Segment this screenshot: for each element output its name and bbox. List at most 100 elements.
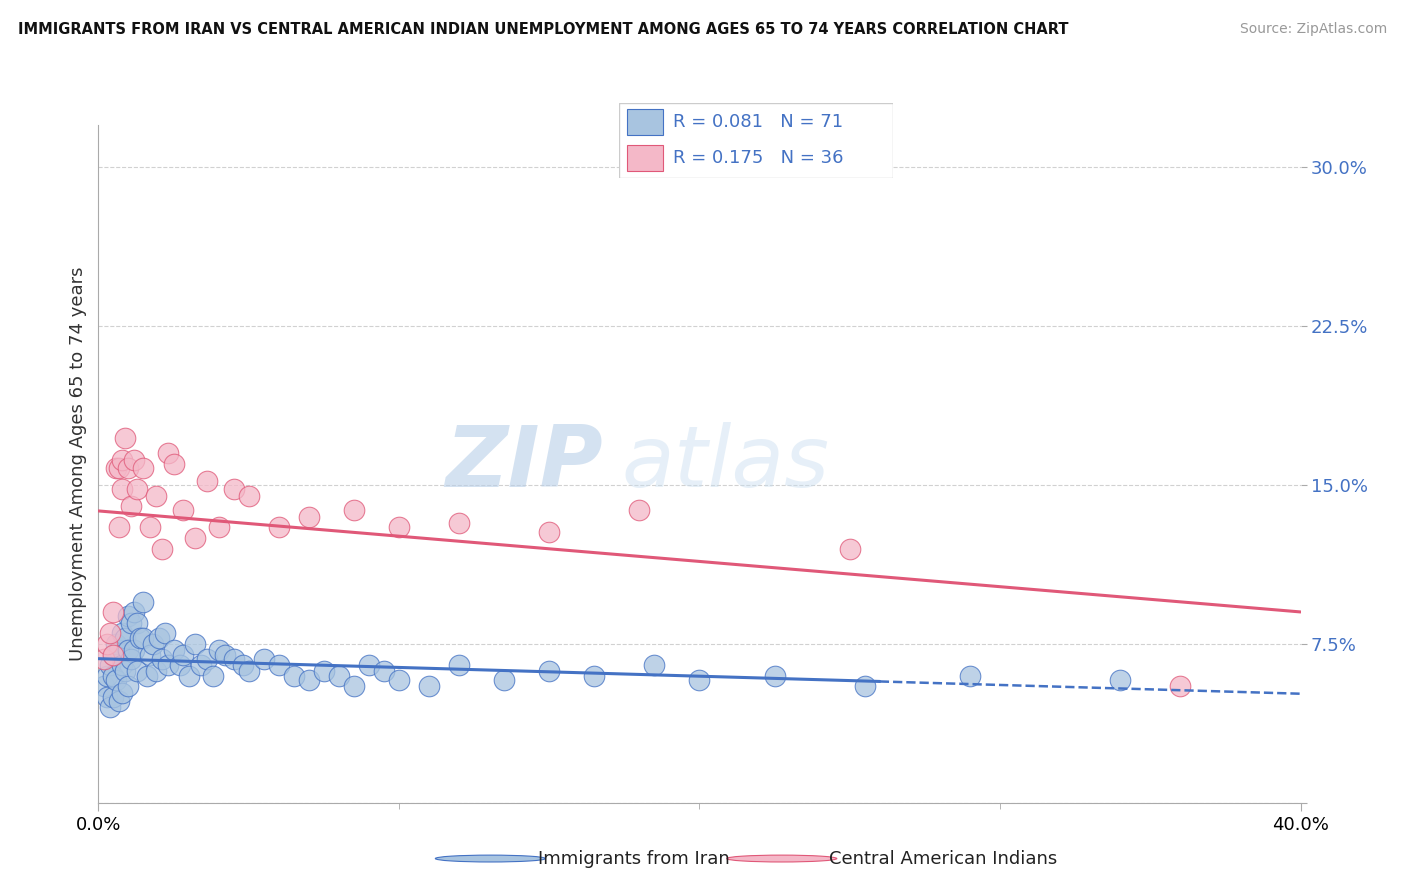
- Text: Central American Indians: Central American Indians: [830, 849, 1057, 868]
- Point: [267, 658, 290, 673]
- Point: [145, 665, 167, 679]
- Y-axis label: Unemployment Among Ages 65 to 74 years: Unemployment Among Ages 65 to 74 years: [69, 267, 87, 661]
- Point: [388, 673, 411, 687]
- Point: [208, 643, 231, 657]
- Point: [111, 626, 134, 640]
- Point: [96, 690, 118, 704]
- Point: [138, 520, 160, 534]
- Point: [148, 631, 170, 645]
- Point: [96, 637, 118, 651]
- Text: Source: ZipAtlas.com: Source: ZipAtlas.com: [1240, 22, 1388, 37]
- Point: [195, 474, 218, 488]
- Point: [538, 524, 561, 539]
- Point: [100, 700, 122, 714]
- Text: R = 0.081   N = 71: R = 0.081 N = 71: [673, 113, 844, 131]
- Point: [172, 648, 194, 662]
- Point: [100, 626, 122, 640]
- Point: [132, 461, 155, 475]
- Point: [628, 503, 651, 517]
- Point: [357, 658, 380, 673]
- Point: [121, 651, 143, 665]
- Point: [124, 643, 146, 657]
- Point: [150, 651, 173, 665]
- Point: [135, 669, 157, 683]
- Point: [214, 648, 236, 662]
- Point: [108, 643, 131, 657]
- Text: IMMIGRANTS FROM IRAN VS CENTRAL AMERICAN INDIAN UNEMPLOYMENT AMONG AGES 65 TO 74: IMMIGRANTS FROM IRAN VS CENTRAL AMERICAN…: [18, 22, 1069, 37]
- Point: [853, 679, 876, 693]
- Point: [838, 541, 860, 556]
- Point: [117, 609, 139, 624]
- Text: R = 0.175   N = 36: R = 0.175 N = 36: [673, 149, 844, 167]
- Point: [343, 503, 366, 517]
- Point: [108, 520, 131, 534]
- Point: [127, 665, 149, 679]
- Point: [127, 615, 149, 630]
- Point: [169, 658, 191, 673]
- Point: [959, 669, 981, 683]
- Point: [418, 679, 440, 693]
- Point: [177, 669, 200, 683]
- Point: [447, 516, 470, 530]
- Point: [111, 658, 134, 673]
- Point: [153, 626, 176, 640]
- Point: [132, 594, 155, 608]
- Point: [114, 631, 136, 645]
- Point: [108, 461, 131, 475]
- Point: [129, 631, 152, 645]
- Point: [114, 665, 136, 679]
- Point: [494, 673, 516, 687]
- Point: [105, 637, 128, 651]
- Point: [103, 605, 125, 619]
- FancyBboxPatch shape: [627, 110, 662, 136]
- Text: Immigrants from Iran: Immigrants from Iran: [537, 849, 730, 868]
- Point: [222, 651, 245, 665]
- Point: [96, 669, 118, 683]
- Point: [156, 658, 179, 673]
- Point: [111, 482, 134, 496]
- Point: [447, 658, 470, 673]
- Point: [103, 669, 125, 683]
- Point: [343, 679, 366, 693]
- Point: [93, 679, 115, 693]
- Point: [138, 648, 160, 662]
- Point: [195, 651, 218, 665]
- Point: [267, 520, 290, 534]
- Point: [298, 509, 321, 524]
- Point: [238, 489, 260, 503]
- Point: [127, 482, 149, 496]
- Point: [93, 651, 115, 665]
- Point: [141, 637, 163, 651]
- Point: [117, 461, 139, 475]
- Point: [103, 648, 125, 662]
- Point: [103, 690, 125, 704]
- Point: [232, 658, 254, 673]
- Point: [108, 694, 131, 708]
- FancyBboxPatch shape: [619, 103, 893, 178]
- Point: [1170, 679, 1192, 693]
- FancyBboxPatch shape: [627, 145, 662, 171]
- Point: [312, 665, 335, 679]
- Point: [283, 669, 305, 683]
- Circle shape: [436, 855, 546, 862]
- Point: [583, 669, 606, 683]
- Point: [100, 658, 122, 673]
- Point: [763, 669, 786, 683]
- Point: [172, 503, 194, 517]
- Point: [111, 452, 134, 467]
- Point: [388, 520, 411, 534]
- Point: [222, 482, 245, 496]
- Point: [124, 452, 146, 467]
- Circle shape: [727, 855, 837, 862]
- Point: [373, 665, 395, 679]
- Point: [117, 643, 139, 657]
- Text: atlas: atlas: [621, 422, 830, 506]
- Point: [328, 669, 350, 683]
- Point: [298, 673, 321, 687]
- Point: [238, 665, 260, 679]
- Point: [201, 669, 224, 683]
- Point: [253, 651, 276, 665]
- Point: [105, 461, 128, 475]
- Point: [132, 631, 155, 645]
- Point: [162, 643, 184, 657]
